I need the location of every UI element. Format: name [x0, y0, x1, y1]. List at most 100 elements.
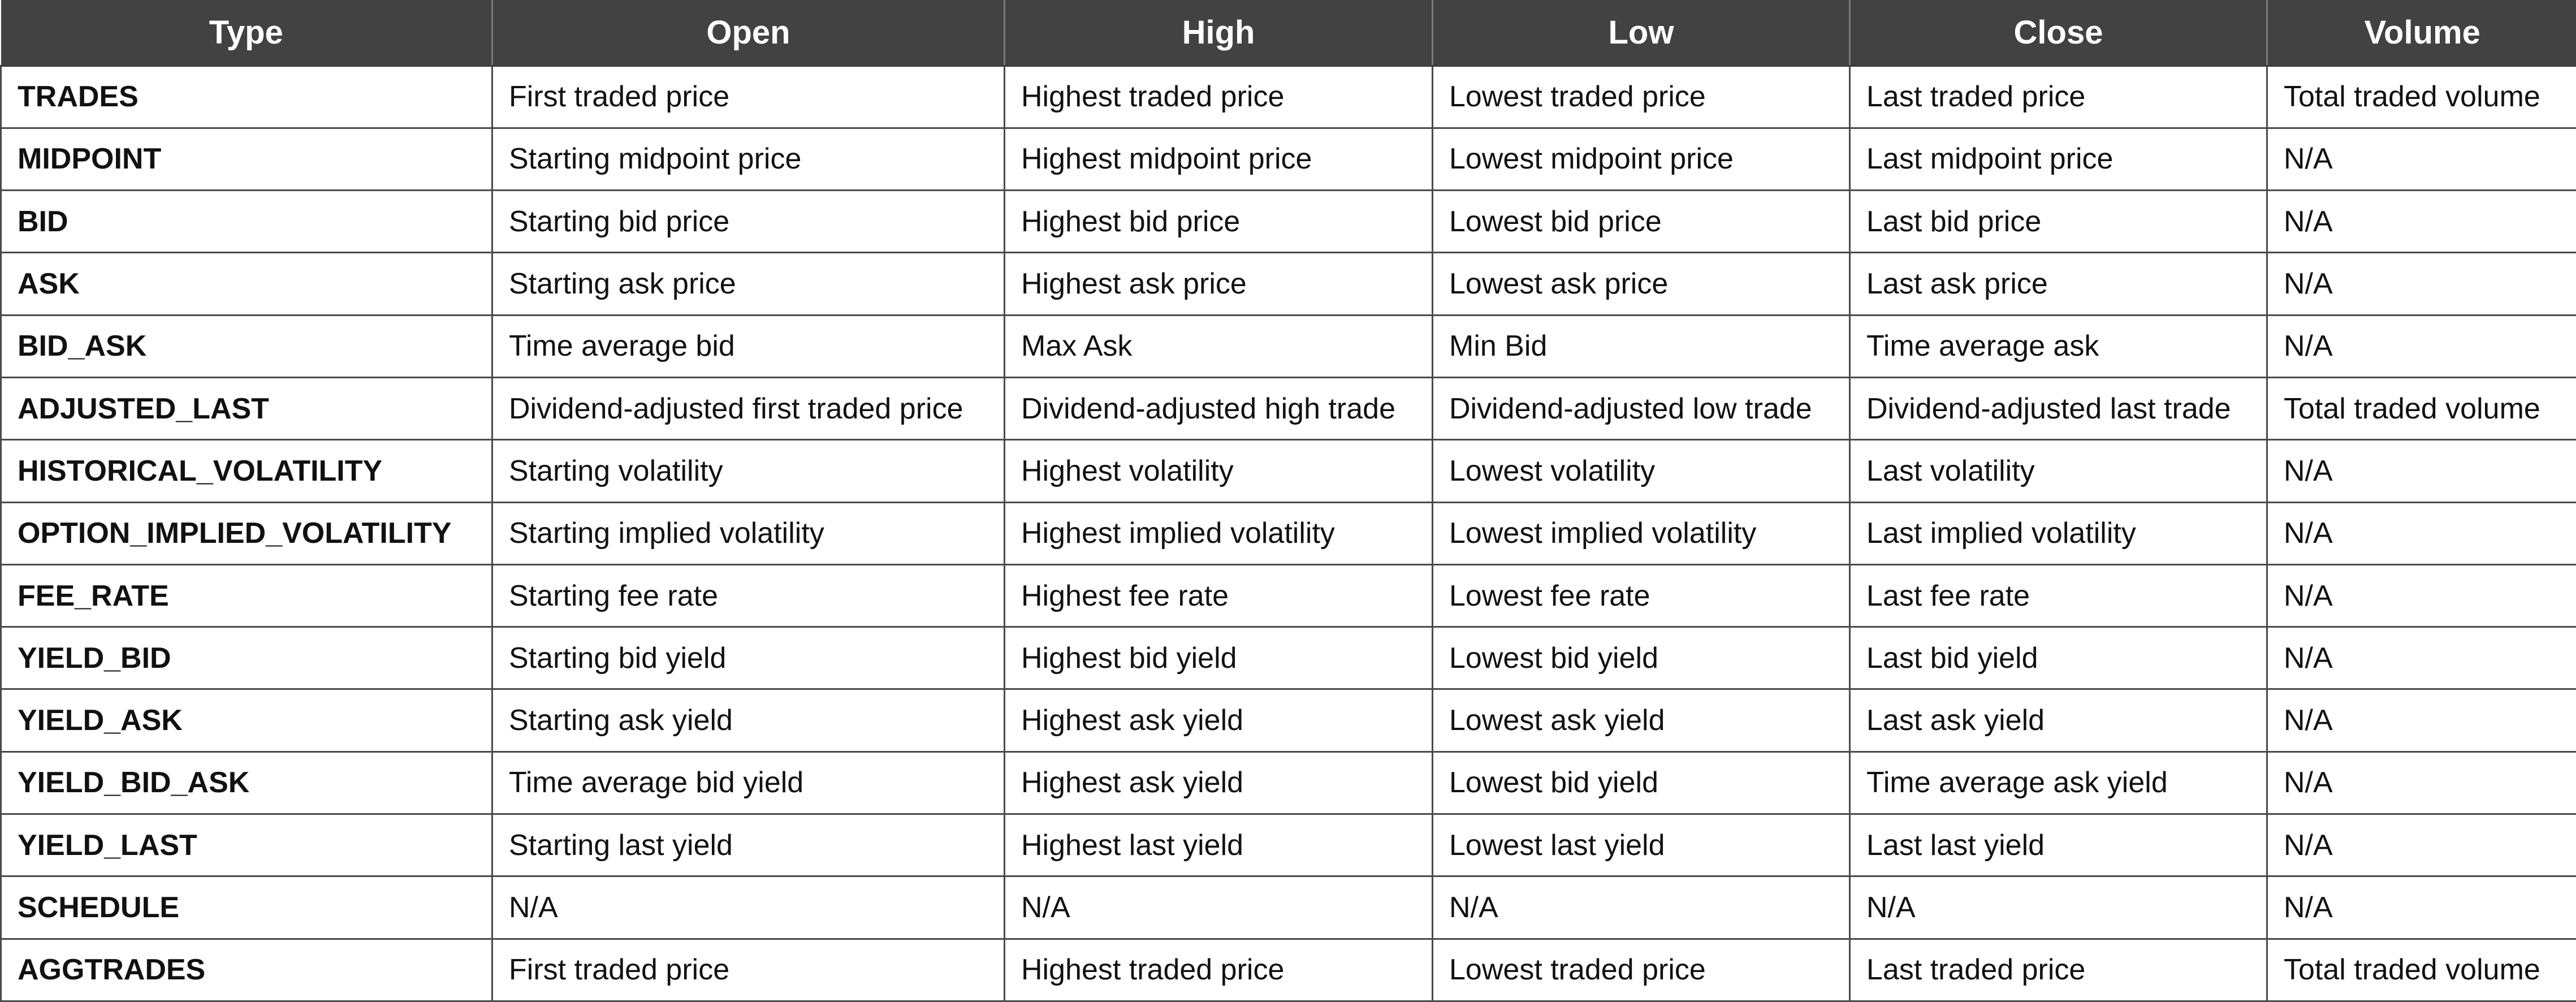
high-cell: Max Ask — [1004, 314, 1433, 378]
close-cell: Last volatility — [1849, 439, 2268, 503]
low-cell: Lowest volatility — [1432, 439, 1851, 503]
volume-cell: N/A — [2266, 563, 2576, 628]
low-cell: Lowest midpoint price — [1432, 127, 1851, 192]
table-header: Type Open High Low Close Volume — [1, 0, 2576, 67]
volume-cell: N/A — [2266, 252, 2576, 316]
type-cell: YIELD_LAST — [0, 813, 493, 878]
type-cell: SCHEDULE — [0, 875, 493, 940]
table-row: YIELD_LAST Starting last yield Highest las… — [0, 813, 2576, 878]
type-cell: BID_ASK — [0, 314, 493, 378]
column-header-high: High — [1004, 0, 1433, 67]
volume-cell: N/A — [2266, 688, 2576, 753]
open-cell: Time average bid yield — [491, 750, 1005, 815]
column-header-open: Open — [492, 0, 1005, 67]
high-cell: Highest ask yield — [1004, 750, 1433, 815]
table-row: AGGTRADES First traded price Highest trade… — [0, 938, 2576, 1002]
low-cell: Lowest traded price — [1432, 64, 1851, 129]
volume-cell: N/A — [2266, 127, 2576, 192]
table-row: ADJUSTED_LAST Dividend-adjusted first tra… — [0, 376, 2576, 441]
low-cell: Dividend-adjusted low trade — [1432, 376, 1851, 441]
volume-cell: N/A — [2266, 626, 2576, 690]
high-cell: N/A — [1004, 875, 1433, 940]
open-cell: Starting implied volatility — [491, 501, 1005, 565]
high-cell: Highest implied volatility — [1004, 501, 1433, 565]
close-cell: Last bid price — [1849, 189, 2268, 254]
column-header-type: Type — [1, 0, 493, 67]
high-cell: Highest midpoint price — [1004, 127, 1433, 192]
open-cell: Starting bid price — [491, 189, 1005, 254]
open-cell: First traded price — [491, 64, 1005, 129]
table-row: YIELD_BID Starting bid yield Highest bid y… — [0, 626, 2576, 690]
table-row: YIELD_BID_ASK Time average bid yield Highe… — [0, 750, 2576, 815]
low-cell: Min Bid — [1432, 314, 1851, 378]
close-cell: Time average ask yield — [1849, 750, 2268, 815]
volume-cell: N/A — [2266, 750, 2576, 815]
volume-cell: Total traded volume — [2266, 64, 2576, 129]
table-row: OPTION_IMPLIED_VOLATILITY Starting implie… — [0, 501, 2576, 565]
open-cell: Starting ask yield — [491, 688, 1005, 753]
open-cell: Dividend-adjusted first traded price — [491, 376, 1005, 441]
close-cell: Last bid yield — [1849, 626, 2268, 690]
table-row: BID Starting bid price Highest bid price Lo… — [0, 189, 2576, 254]
open-cell: Starting volatility — [491, 439, 1005, 503]
table-row: YIELD_ASK Starting ask yield Highest ask y… — [0, 688, 2576, 753]
volume-cell: N/A — [2266, 875, 2576, 940]
low-cell: Lowest implied volatility — [1432, 501, 1851, 565]
close-cell: Last ask yield — [1849, 688, 2268, 753]
low-cell: Lowest last yield — [1432, 813, 1851, 878]
type-cell: BID — [0, 189, 493, 254]
low-cell: Lowest bid yield — [1432, 750, 1851, 815]
volume-cell: Total traded volume — [2266, 938, 2576, 1002]
low-cell: Lowest fee rate — [1432, 563, 1851, 628]
close-cell: Last last yield — [1849, 813, 2268, 878]
high-cell: Highest fee rate — [1004, 563, 1433, 628]
table-row: FEE_RATE Starting fee rate Highest fee rat… — [0, 563, 2576, 628]
close-cell: N/A — [1849, 875, 2268, 940]
type-cell: HISTORICAL_VOLATILITY — [0, 439, 493, 503]
open-cell: Starting ask price — [491, 252, 1005, 316]
close-cell: Last traded price — [1849, 64, 2268, 129]
type-cell: AGGTRADES — [0, 938, 493, 1002]
table-body: TRADES First traded price Highest traded p… — [0, 64, 2576, 1002]
high-cell: Highest bid yield — [1004, 626, 1433, 690]
low-cell: Lowest bid price — [1432, 189, 1851, 254]
table-row: BID_ASK Time average bid Max Ask Min Bid Tim… — [0, 314, 2576, 378]
low-cell: Lowest ask yield — [1432, 688, 1851, 753]
header-row: Type Open High Low Close Volume — [1, 0, 2576, 67]
close-cell: Dividend-adjusted last trade — [1849, 376, 2268, 441]
volume-cell: N/A — [2266, 314, 2576, 378]
type-cell: OPTION_IMPLIED_VOLATILITY — [0, 501, 493, 565]
type-cell: FEE_RATE — [0, 563, 493, 628]
close-cell: Last midpoint price — [1849, 127, 2268, 192]
high-cell: Highest last yield — [1004, 813, 1433, 878]
high-cell: Highest ask price — [1004, 252, 1433, 316]
high-cell: Highest volatility — [1004, 439, 1433, 503]
type-cell: MIDPOINT — [0, 127, 493, 192]
table-row: ASK Starting ask price Highest ask price Lo… — [0, 252, 2576, 316]
volume-cell: N/A — [2266, 501, 2576, 565]
table-row: MIDPOINT Starting midpoint price Highest m… — [0, 127, 2576, 192]
type-cell: YIELD_BID — [0, 626, 493, 690]
close-cell: Time average ask — [1849, 314, 2268, 378]
column-header-low: Low — [1432, 0, 1851, 67]
column-header-close: Close — [1849, 0, 2268, 67]
type-cell: ADJUSTED_LAST — [0, 376, 493, 441]
volume-cell: Total traded volume — [2266, 376, 2576, 441]
open-cell: Time average bid — [491, 314, 1005, 378]
volume-cell: N/A — [2266, 189, 2576, 254]
close-cell: Last traded price — [1849, 938, 2268, 1002]
high-cell: Dividend-adjusted high trade — [1004, 376, 1433, 441]
type-cell: YIELD_ASK — [0, 688, 493, 753]
table-row: TRADES First traded price Highest traded p… — [0, 64, 2576, 129]
high-cell: Highest bid price — [1004, 189, 1433, 254]
type-cell: ASK — [0, 252, 493, 316]
column-header-volume: Volume — [2267, 0, 2576, 67]
close-cell: Last fee rate — [1849, 563, 2268, 628]
open-cell: Starting midpoint price — [491, 127, 1005, 192]
volume-cell: N/A — [2266, 813, 2576, 878]
low-cell: Lowest bid yield — [1432, 626, 1851, 690]
low-cell: Lowest ask price — [1432, 252, 1851, 316]
close-cell: Last implied volatility — [1849, 501, 2268, 565]
low-cell: Lowest traded price — [1432, 938, 1851, 1002]
